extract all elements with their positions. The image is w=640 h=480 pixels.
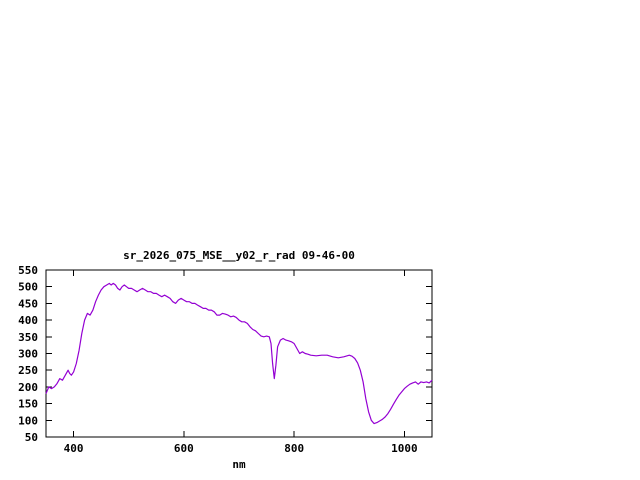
y-tick-label: 550 (18, 264, 38, 277)
x-tick-label: 600 (174, 442, 194, 455)
x-tick-label: 800 (284, 442, 304, 455)
y-tick-label: 150 (18, 398, 38, 411)
y-tick-label: 350 (18, 331, 38, 344)
y-tick-label: 100 (18, 414, 38, 427)
x-tick-label: 400 (64, 442, 84, 455)
y-tick-label: 500 (18, 281, 38, 294)
y-tick-label: 400 (18, 314, 38, 327)
y-tick-label: 200 (18, 381, 38, 394)
y-tick-label: 250 (18, 364, 38, 377)
x-tick-label: 1000 (391, 442, 418, 455)
spectral-radiance-line (45, 282, 433, 425)
x-axis-label: nm (232, 458, 246, 471)
y-tick-label: 50 (25, 431, 38, 444)
chart-title: sr_2026_075_MSE__y02_r_rad 09-46-00 (123, 249, 355, 262)
plot-border (45, 269, 433, 438)
y-tick-label: 450 (18, 297, 38, 310)
y-tick-label: 300 (18, 348, 38, 361)
